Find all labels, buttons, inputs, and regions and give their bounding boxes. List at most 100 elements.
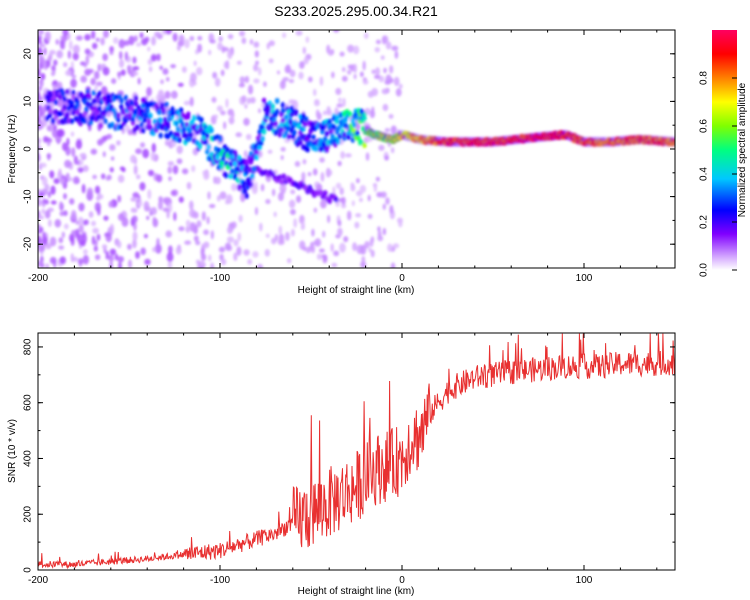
colorbar-tick-label: 0.0	[699, 263, 710, 277]
spectrogram-noise-blob	[285, 231, 290, 242]
spectrogram-noise-blob	[369, 238, 374, 248]
spectrogram-ridge-blob	[205, 132, 210, 139]
spectrogram-noise-blob	[109, 46, 114, 53]
spectrogram-ridge-blob	[158, 117, 163, 124]
spectrogram-noise-blob	[106, 174, 112, 181]
spectrogram-noise-blob	[352, 242, 358, 252]
spectrogram-noise-blob	[370, 249, 375, 258]
spectrogram-ridge-blob	[62, 104, 67, 111]
spectrogram-noise-blob	[165, 230, 173, 238]
spectrogram-noise-blob	[167, 245, 173, 255]
spectrogram-noise-blob	[140, 247, 146, 256]
spectrogram-noise-blob	[319, 76, 324, 86]
spectrogram-noise-blob	[171, 140, 177, 148]
spectrogram-noise-blob	[341, 203, 347, 209]
spectrogram-noise-blob	[203, 241, 210, 249]
spectrogram-noise-blob	[172, 32, 178, 42]
spectrogram-ridge-blob	[142, 117, 147, 124]
spectrogram-ridge-blob	[170, 110, 175, 117]
spectrogram-noise-blob	[58, 168, 62, 176]
spectrogram-noise-blob	[346, 210, 352, 221]
spectrogram-ridge-blob	[129, 105, 134, 112]
spectrogram-xtick-label: 100	[576, 273, 593, 284]
spectrogram-noise-blob	[68, 86, 72, 97]
spectrogram-ridge-blob	[139, 108, 144, 115]
spectrogram-noise-blob	[85, 54, 90, 65]
spectrogram-noise-blob	[384, 127, 390, 133]
spectrogram-noise-blob	[172, 165, 179, 175]
spectrogram-noise-blob	[326, 105, 331, 115]
spectrogram-noise-blob	[47, 191, 51, 199]
spectrogram-noise-blob	[39, 56, 45, 65]
spectrogram-noise-blob	[189, 72, 197, 83]
spectrogram-noise-blob	[277, 239, 285, 246]
snr-ytick-label: 800	[23, 338, 34, 355]
spectrogram-noise-blob	[236, 60, 242, 65]
spectrogram-noise-blob	[108, 254, 115, 263]
spectrogram-noise-blob	[88, 211, 94, 218]
spectrogram-noise-blob	[220, 69, 225, 77]
spectrogram-ridge-blob	[336, 138, 341, 145]
snr-frame	[37, 332, 676, 571]
spectrogram-noise-blob	[94, 84, 98, 92]
spectrogram-ridge-blob	[322, 136, 328, 143]
spectrogram-noise-blob	[49, 236, 57, 247]
spectrogram-noise-blob	[231, 112, 235, 118]
spectrogram-noise-blob	[117, 255, 125, 263]
spectrogram-noise-blob	[91, 30, 96, 40]
spectrogram-noise-blob	[392, 243, 400, 249]
spectrogram-noise-blob	[102, 151, 106, 158]
spectrogram-noise-blob	[214, 176, 221, 185]
spectrogram-noise-blob	[352, 45, 360, 55]
spectrogram-noise-blob	[365, 152, 370, 161]
spectrogram-ridge-blob	[269, 124, 274, 131]
spectrogram-noise-blob	[38, 36, 41, 45]
spectrogram-noise-blob	[117, 213, 125, 221]
spectrogram-ridge-blob	[53, 99, 59, 106]
spectrogram-noise-blob	[50, 185, 56, 195]
spectrogram-noise-blob	[377, 226, 381, 232]
spectrogram-ridge-blob	[251, 166, 257, 173]
spectrogram-noise-blob	[100, 173, 106, 180]
spectrogram-ridge-blob	[140, 127, 146, 134]
spectrogram-noise-blob	[137, 201, 143, 207]
spectrogram-noise-blob	[83, 249, 88, 255]
spectrogram-branch-blob	[279, 179, 285, 186]
spectrogram-noise-blob	[390, 262, 396, 268]
spectrogram-noise-blob	[102, 30, 109, 39]
spectrogram-noise-blob	[203, 229, 209, 236]
spectrogram-noise-blob	[40, 106, 46, 116]
spectrogram-noise-blob	[189, 222, 195, 233]
spectrogram-ridge-blob	[341, 131, 347, 138]
spectrogram-noise-blob	[110, 78, 117, 85]
spectrogram-noise-blob	[206, 216, 210, 225]
spectrogram-noise-blob	[387, 243, 393, 252]
spectrogram-noise-blob	[330, 243, 334, 252]
spectrogram-noise-blob	[279, 80, 286, 90]
spectrogram-noise-blob	[102, 66, 110, 76]
spectrogram-ridge-blob	[283, 114, 289, 121]
colorbar-gradient	[712, 30, 737, 270]
spectrogram-noise-blob	[328, 169, 333, 176]
spectrogram-noise-blob	[293, 218, 298, 228]
spectrogram-ridge-blob	[331, 124, 337, 131]
spectrogram-noise-blob	[91, 220, 97, 227]
spectrogram-noise-blob	[148, 66, 153, 72]
spectrogram-noise-blob	[55, 39, 59, 45]
spectrogram-noise-blob	[143, 233, 148, 239]
spectrogram-noise-blob	[96, 195, 101, 202]
spectrogram-ridge-blob	[216, 147, 222, 154]
spectrogram-noise-blob	[117, 195, 122, 203]
spectrogram-noise-blob	[362, 60, 366, 71]
spectrogram-noise-blob	[313, 207, 318, 213]
spectrogram-noise-blob	[163, 197, 171, 202]
spectrogram-noise-blob	[101, 85, 108, 96]
spectrogram-noise-blob	[133, 71, 139, 76]
spectrogram-noise-blob	[170, 64, 177, 69]
spectrogram-noise-blob	[210, 262, 215, 268]
spectrogram-noise-blob	[337, 160, 342, 167]
spectrogram-noise-blob	[243, 150, 248, 158]
spectrogram-noise-blob	[263, 81, 267, 87]
spectrogram-ridge-blob	[175, 126, 181, 133]
spectrogram-noise-blob	[335, 182, 342, 190]
